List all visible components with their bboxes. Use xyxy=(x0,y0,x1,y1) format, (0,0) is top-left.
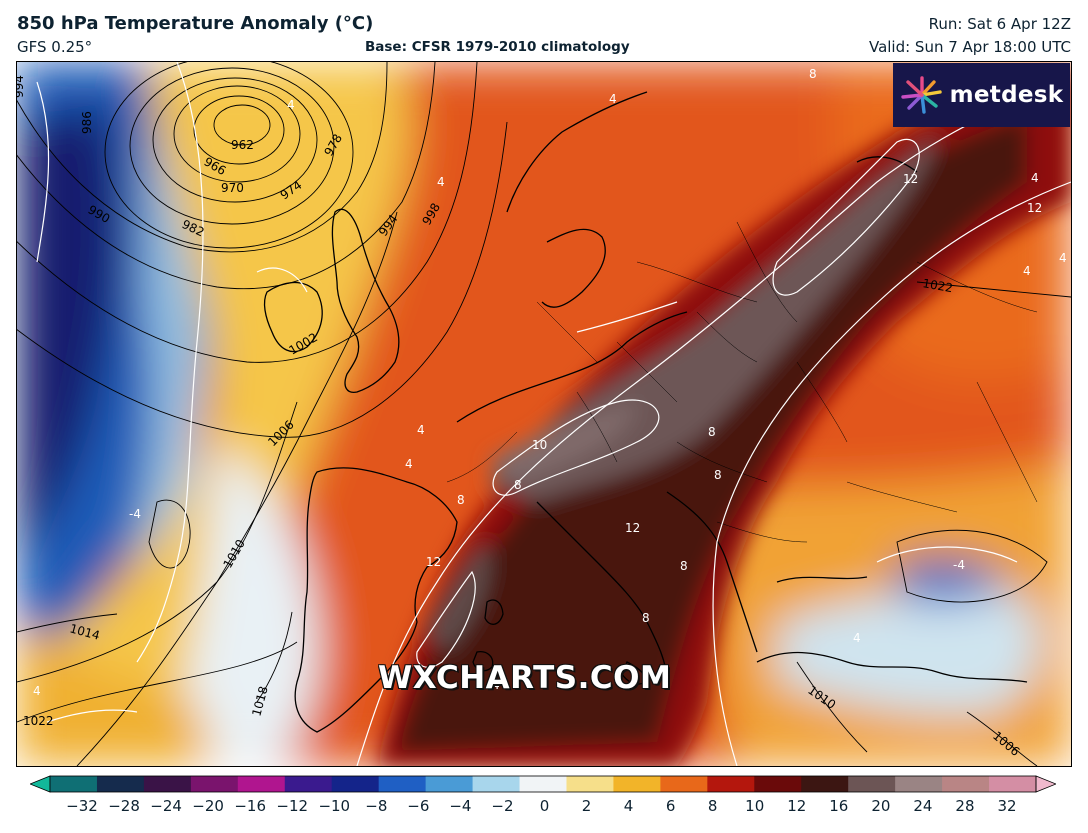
colorbar-tick-label: 12 xyxy=(787,797,807,815)
anomaly-label: 4 xyxy=(1059,251,1067,265)
colorbar xyxy=(30,775,1056,793)
anomaly-label: 4 xyxy=(1023,264,1031,278)
anomaly-label: 4 xyxy=(287,98,295,112)
colorbar-tick-label: −2 xyxy=(491,797,514,815)
colorbar-segment xyxy=(801,776,849,792)
anomaly-label: 4 xyxy=(417,423,425,437)
anomaly-label: 10 xyxy=(532,438,547,452)
anomaly-label: 4 xyxy=(33,684,41,698)
colorbar-max-arrow xyxy=(1035,775,1056,793)
anomaly-label: 12 xyxy=(625,521,640,535)
climatology-label: Base: CFSR 1979-2010 climatology xyxy=(365,39,630,55)
colorbar-segment xyxy=(50,776,98,792)
anomaly-label: 12 xyxy=(426,555,441,569)
colorbar-segment xyxy=(143,776,192,792)
chart-title: 850 hPa Temperature Anomaly (°C) xyxy=(17,13,374,34)
colorbar-tick-label: 20 xyxy=(871,797,891,815)
valid-time: Valid: Sun 7 Apr 18:00 UTC xyxy=(868,38,1071,56)
colorbar-segment xyxy=(237,776,286,792)
anomaly-label: 4 xyxy=(405,457,413,471)
colorbar-ticks: −32 −28 −24 −20 −16 −12 −10 −8 −6 −4 −2 0 2 4 6 8 10 12 16… xyxy=(0,795,1088,825)
colorbar-frame xyxy=(49,775,1037,793)
colorbar-tick-label: −28 xyxy=(108,797,140,815)
isobar-label: 986 xyxy=(80,111,94,134)
anomaly-label: 12 xyxy=(903,172,918,186)
colorbar-tick-label: −24 xyxy=(150,797,182,815)
colorbar-tick-label: 16 xyxy=(829,797,849,815)
anomaly-label: 4 xyxy=(1031,171,1039,185)
metdesk-logo[interactable]: metdesk xyxy=(893,63,1070,127)
colorbar-segment xyxy=(472,776,521,792)
colorbar-tick-label: 0 xyxy=(539,797,550,815)
anomaly-map: 962 966 970 974 978 982 986 990 994 994 … xyxy=(16,61,1072,767)
anomaly-label: 4 xyxy=(853,631,861,645)
colorbar-tick-label: −4 xyxy=(449,797,472,815)
colorbar-segment xyxy=(660,776,708,792)
isobar-label: 970 xyxy=(221,181,244,195)
colorbar-tick-label: 32 xyxy=(997,797,1017,815)
colorbar-segment xyxy=(96,776,145,792)
anomaly-contours xyxy=(36,62,1071,766)
colorbar-tick-label: 6 xyxy=(665,797,676,815)
colorbar-segment xyxy=(519,776,568,792)
anomaly-label: 4 xyxy=(492,678,500,692)
colorbar-segment xyxy=(895,776,943,792)
colorbar-tick-label: 8 xyxy=(707,797,718,815)
colorbar-segment xyxy=(425,776,474,792)
watermark: WXCHARTS.COM xyxy=(378,660,672,696)
colorbar-tick-label: 2 xyxy=(581,797,592,815)
isobar-label: 1022 xyxy=(921,276,954,295)
colorbar-tick-label: −12 xyxy=(276,797,309,815)
anomaly-label: 8 xyxy=(809,67,817,81)
model-label: GFS 0.25° xyxy=(17,38,93,56)
colorbar-segment xyxy=(378,776,427,792)
isobar-label: 962 xyxy=(231,138,254,152)
colorbar-tick-label: −8 xyxy=(365,797,388,815)
isobar-label: 1022 xyxy=(23,714,54,728)
colorbar-segment xyxy=(331,776,380,792)
flower-burst-icon xyxy=(900,76,942,114)
colorbar-segment xyxy=(942,776,990,792)
run-time: Run: Sat 6 Apr 12Z xyxy=(928,15,1071,33)
anomaly-label: 4 xyxy=(437,175,445,189)
colorbar-tick-label: −20 xyxy=(192,797,224,815)
colorbar-segment xyxy=(989,776,1037,792)
coastlines xyxy=(263,91,1028,733)
anomaly-label: 4 xyxy=(609,92,617,106)
anomaly-label: 8 xyxy=(714,468,722,482)
anomaly-label: 8 xyxy=(514,478,522,492)
colorbar-segment xyxy=(707,776,755,792)
anomaly-label: 8 xyxy=(457,493,465,507)
colorbar-tick-label: 4 xyxy=(623,797,634,815)
anomaly-label: 12 xyxy=(1027,201,1042,215)
colorbar-segment xyxy=(566,776,615,792)
anomaly-label: 8 xyxy=(680,559,688,573)
logo-text: metdesk xyxy=(949,82,1064,108)
colorbar-tick-label: 24 xyxy=(913,797,933,815)
colorbar-segment xyxy=(284,776,333,792)
anomaly-label: -4 xyxy=(129,507,141,521)
colorbar-segment xyxy=(754,776,802,792)
colorbar-segment xyxy=(848,776,896,792)
isobar-label: 994 xyxy=(17,75,26,98)
anomaly-label: 8 xyxy=(642,611,650,625)
anomaly-labels: 4 4 4 4 4 4 4 4 -4 -4 8 8 8 8 8 8 10 12 … xyxy=(33,67,1067,698)
colorbar-tick-label: 28 xyxy=(955,797,975,815)
colorbar-tick-label: −16 xyxy=(234,797,266,815)
colorbar-tick-label: 10 xyxy=(745,797,765,815)
borders xyxy=(446,221,1038,543)
colorbar-tick-label: −10 xyxy=(318,797,351,815)
colorbar-segment xyxy=(613,776,661,792)
colorbar-tick-label: −6 xyxy=(407,797,430,815)
colorbar-segment xyxy=(190,776,239,792)
anomaly-label: 8 xyxy=(708,425,716,439)
colorbar-tick-label: −32 xyxy=(66,797,98,815)
colorbar-min-arrow xyxy=(30,775,51,793)
anomaly-label: -4 xyxy=(953,558,965,572)
